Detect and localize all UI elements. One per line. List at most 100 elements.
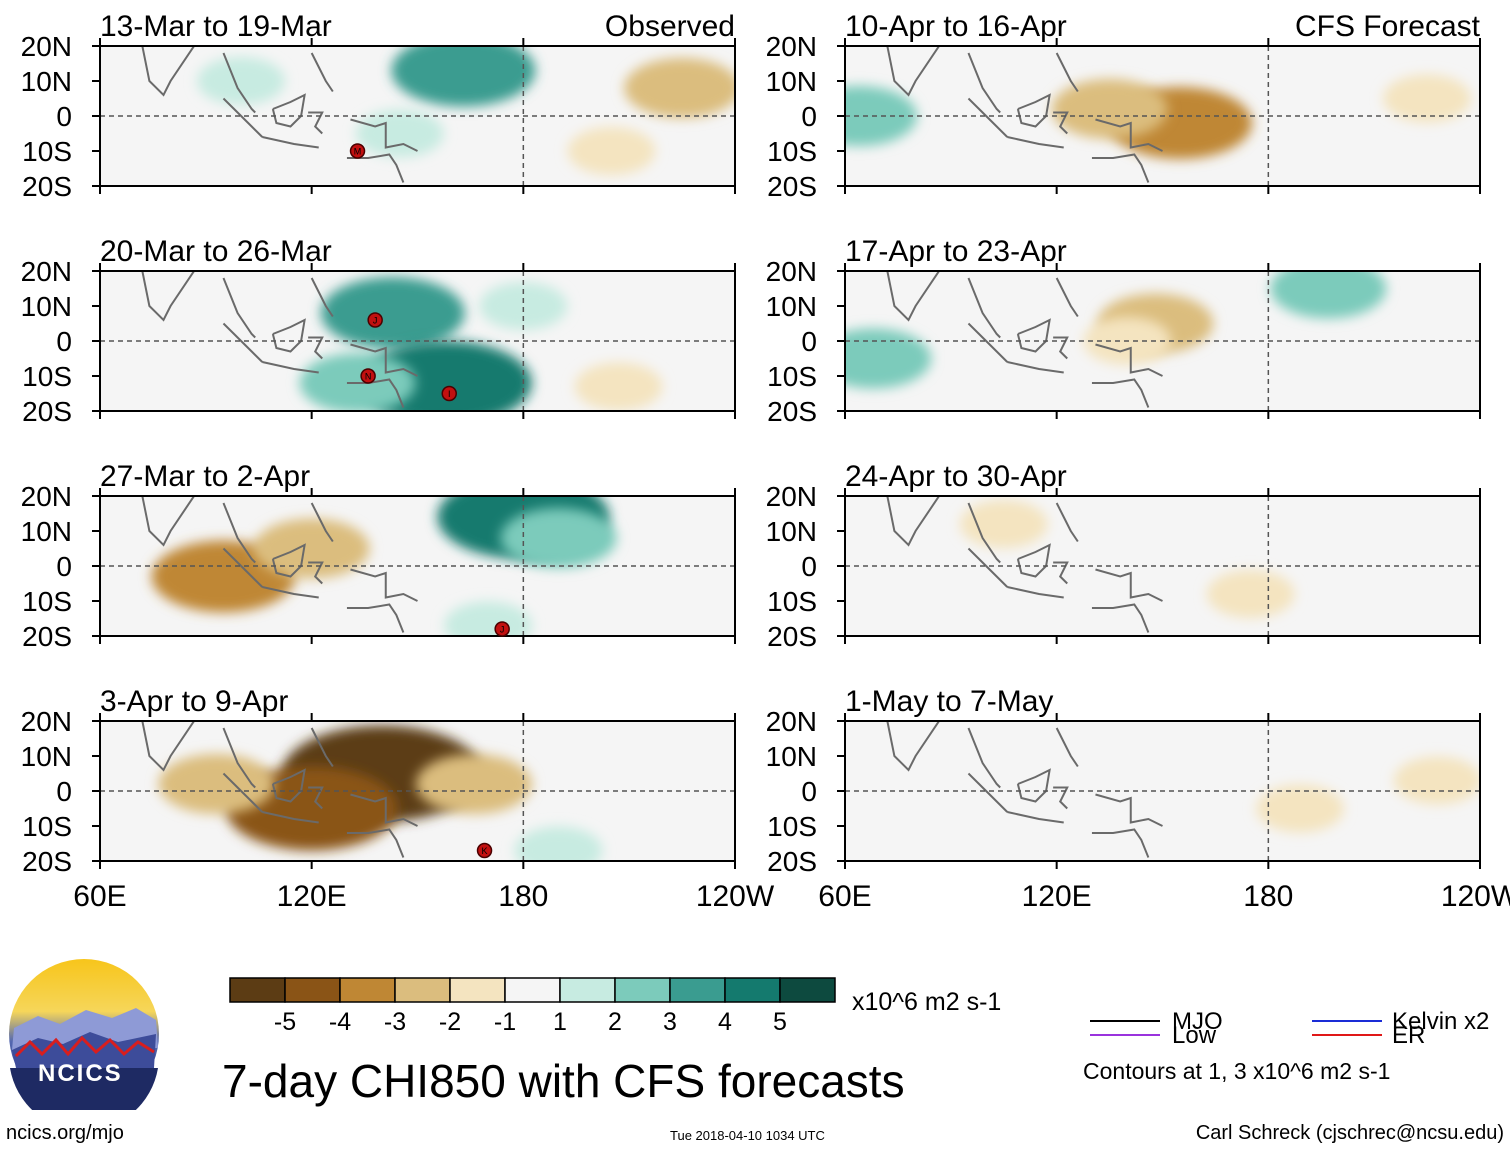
units-label: x10^6 m2 s-1 xyxy=(852,988,1002,1016)
anomaly-region xyxy=(1051,79,1168,139)
footer-author: Carl Schreck (cjschrec@ncsu.edu) xyxy=(1195,1122,1504,1144)
y-tick-label: 10S xyxy=(22,811,72,842)
colorbar-swatch xyxy=(559,977,616,1003)
y-tick-label: 10S xyxy=(22,361,72,392)
y-tick-label: 10S xyxy=(767,586,817,617)
colorbar-swatch xyxy=(229,977,286,1003)
y-tick-label: 10N xyxy=(766,516,817,547)
panel-tag: CFS Forecast xyxy=(1295,10,1481,43)
y-tick-label: 0 xyxy=(801,551,817,582)
storm-marker: I xyxy=(441,385,457,402)
legend-line-low xyxy=(1090,1034,1160,1036)
legend-line-kelvin xyxy=(1312,1020,1382,1022)
y-tick-label: 20S xyxy=(767,396,817,427)
panel-period: 10-Apr to 16-Apr xyxy=(845,10,1067,43)
y-tick-label: 10S xyxy=(767,811,817,842)
y-tick-label: 10S xyxy=(22,136,72,167)
storm-label: K xyxy=(482,846,488,856)
storm-label: J xyxy=(373,316,378,326)
storm-label: I xyxy=(448,389,451,399)
storm-label: N xyxy=(365,372,372,382)
y-tick-label: 10S xyxy=(767,361,817,392)
colorbar-tick-label: -2 xyxy=(439,1008,461,1036)
map-panel: J N I 20-Mar to 26-Mar 20N 10N 0 10S 20S xyxy=(21,235,736,427)
x-tick-label: 60E xyxy=(818,880,871,913)
contour-note: Contours at 1, 3 x10^6 m2 s-1 xyxy=(1083,1058,1391,1084)
anomaly-region xyxy=(574,362,663,411)
storm-marker: M xyxy=(349,143,366,159)
anomaly-region xyxy=(514,826,603,861)
y-tick-label: 20N xyxy=(766,481,817,512)
colorbar-tick-label: 3 xyxy=(663,1008,677,1036)
map-panel: 17-Apr to 23-Apr 20N 10N 0 10S 20S xyxy=(766,235,1481,427)
colorbar-tick-label: 1 xyxy=(553,1008,567,1036)
colorbar-tick-label: 4 xyxy=(718,1008,732,1036)
colorbar-swatch xyxy=(394,977,451,1003)
anomaly-region xyxy=(1206,570,1295,618)
storm-label: M xyxy=(354,147,362,157)
storm-marker: N xyxy=(360,368,376,384)
legend-label-er: ER xyxy=(1392,1022,1426,1049)
colorbar-swatch xyxy=(504,977,561,1003)
y-tick-label: 20S xyxy=(22,396,72,427)
x-tick-label: 120E xyxy=(1022,880,1092,913)
y-tick-label: 10N xyxy=(766,291,817,322)
anomaly-region xyxy=(320,277,465,349)
colorbar-tick-label: -3 xyxy=(384,1008,406,1036)
y-tick-label: 10N xyxy=(21,66,72,97)
anomaly-region xyxy=(500,508,617,568)
colorbar-tick-label: -1 xyxy=(494,1008,516,1036)
colorbar-swatch xyxy=(779,977,836,1003)
panel-period: 17-Apr to 23-Apr xyxy=(845,235,1067,268)
coastlines xyxy=(886,46,1163,183)
coastlines xyxy=(886,496,1163,633)
anomaly-region xyxy=(444,601,533,636)
x-tick-label: 120W xyxy=(1441,880,1510,913)
coastlines xyxy=(141,496,418,633)
y-tick-label: 20N xyxy=(21,256,72,287)
map-panel: M 13-Mar to 19-Mar Observed 20N 10N 0 10S 20S xyxy=(21,10,736,202)
y-tick-label: 20N xyxy=(766,256,817,287)
y-tick-label: 0 xyxy=(56,551,72,582)
coastlines xyxy=(886,721,1163,858)
coastlines xyxy=(141,271,418,408)
x-tick-label: 180 xyxy=(498,880,548,913)
colorbar-tick-label: 2 xyxy=(608,1008,622,1036)
colorbar-swatch xyxy=(449,977,506,1003)
panel-tag: Observed xyxy=(605,10,735,43)
anomaly-region xyxy=(415,754,532,814)
coastlines xyxy=(141,46,418,183)
y-tick-label: 10N xyxy=(21,741,72,772)
colorbar-swatch xyxy=(669,977,726,1003)
anomaly-region xyxy=(1383,74,1472,123)
colorbar: -5 -4 -3 -2 -1 1 2 3 4 5 xyxy=(229,977,836,1036)
legend-label-kelvin: Kelvin x2 xyxy=(1392,1008,1490,1035)
x-tick-label: 120W xyxy=(696,880,775,913)
y-tick-label: 10N xyxy=(766,741,817,772)
y-tick-label: 20S xyxy=(22,846,72,877)
colorbar-swatch xyxy=(724,977,781,1003)
anomaly-region xyxy=(479,282,568,330)
storm-label: J xyxy=(500,625,505,635)
anomaly-region xyxy=(845,328,932,389)
y-tick-label: 10S xyxy=(22,586,72,617)
y-tick-label: 20N xyxy=(766,706,817,737)
y-tick-label: 20S xyxy=(22,621,72,652)
colorbar-tick-label: 5 xyxy=(773,1008,787,1036)
storm-marker: J xyxy=(494,621,510,637)
footer-timestamp: Tue 2018-04-10 1034 UTC xyxy=(670,1128,825,1143)
map-panel: J 27-Mar to 2-Apr 20N 10N 0 10S 20S xyxy=(21,460,736,652)
storm-marker: K xyxy=(476,842,493,859)
y-tick-label: 20S xyxy=(22,171,72,202)
anomaly-region xyxy=(1256,784,1345,833)
legend-line-er xyxy=(1312,1034,1382,1036)
y-tick-label: 0 xyxy=(801,326,817,357)
coastlines xyxy=(886,271,1163,408)
colorbar-tick-label: -5 xyxy=(274,1008,296,1036)
anomaly-region xyxy=(253,518,370,579)
y-tick-label: 20S xyxy=(767,171,817,202)
y-tick-label: 0 xyxy=(56,326,72,357)
anomaly-region xyxy=(391,46,536,107)
